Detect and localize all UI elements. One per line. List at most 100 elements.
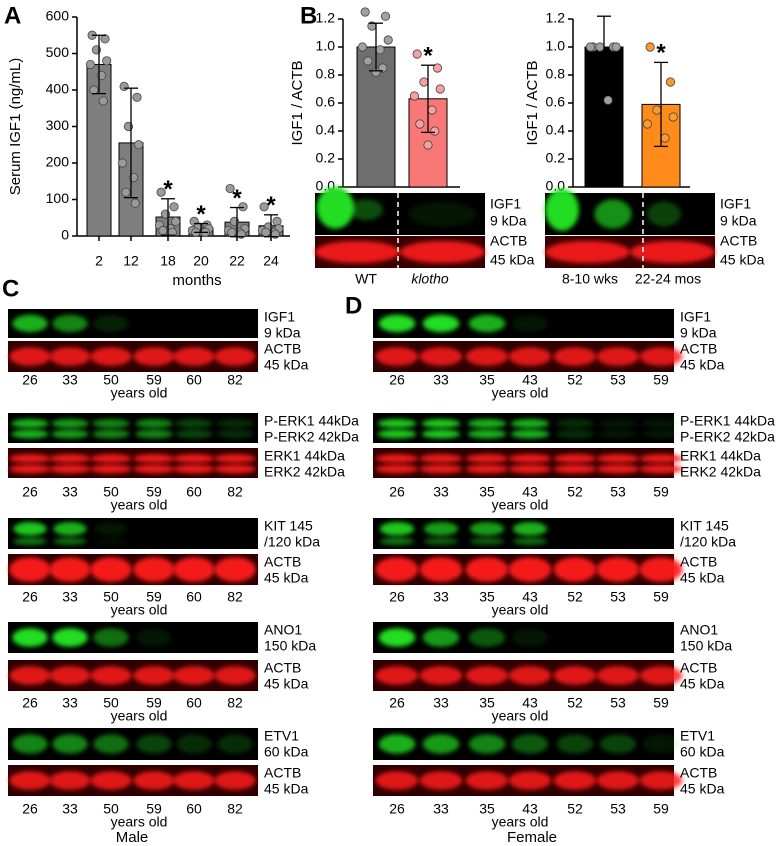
lane-label: 26: [389, 589, 405, 605]
blot-band: [419, 557, 463, 582]
lane-caption: years old: [111, 708, 168, 724]
blot-band: [214, 347, 256, 366]
data-point: [169, 202, 179, 212]
data-point: [430, 126, 440, 136]
blot-band: [555, 419, 595, 428]
y-tick-label: 0.4: [316, 122, 336, 138]
lane-label: 59: [146, 695, 162, 711]
y-tick-label: 0.6: [546, 94, 566, 110]
band-label: ETV1: [264, 728, 299, 744]
blot-band: [467, 429, 507, 439]
blot-band: [596, 454, 640, 463]
data-point: [261, 227, 271, 237]
blot-band: [9, 666, 51, 685]
blot-band: [400, 240, 485, 264]
blot-band: [49, 454, 91, 463]
blot: [8, 518, 258, 549]
blot-band: [53, 537, 87, 545]
blot-band: [510, 429, 550, 439]
blot: [8, 622, 258, 653]
y-axis-label: IGF1 / ACTB: [289, 60, 306, 145]
blot-band: [596, 464, 640, 474]
lane-label: 35: [479, 695, 495, 711]
blot-band: [175, 429, 213, 439]
blot-band: [90, 771, 132, 790]
blot-band: [419, 464, 463, 474]
lane-label: 60: [186, 695, 202, 711]
band-label: 9 kDa: [490, 213, 527, 229]
data-point: [380, 11, 391, 21]
blot-band: [133, 666, 175, 685]
lane-label: 33: [433, 484, 449, 500]
lane-label: 33: [433, 801, 449, 817]
blot-band: [508, 557, 552, 582]
blot-band: [136, 734, 172, 754]
blot-band: [639, 666, 683, 685]
data-point: [132, 92, 142, 102]
x-tick-label: 8-10 wks: [562, 271, 618, 287]
blot-band: [511, 628, 549, 647]
x-tick-label: 24: [263, 253, 279, 269]
blot-band: [596, 666, 640, 685]
band-label: ANO1: [264, 622, 302, 638]
blot-band: [468, 314, 506, 333]
lane-label: 26: [22, 372, 38, 388]
band-label: 150 kDa: [264, 638, 316, 654]
y-tick-label: 1.2: [316, 10, 336, 26]
lane-label: 59: [146, 589, 162, 605]
lane-label: 53: [610, 801, 626, 817]
lane-label: 50: [103, 801, 119, 817]
data-point: [100, 34, 110, 44]
lane-label: 50: [103, 695, 119, 711]
band-label: ERK1 44kDa: [680, 448, 761, 464]
significance-mark: *: [423, 43, 433, 70]
blot-band: [465, 454, 509, 463]
blot-band: [598, 419, 638, 428]
y-tick-label: 0.4: [546, 122, 566, 138]
blot-band: [375, 771, 419, 790]
lane-label: 33: [433, 589, 449, 605]
lane-label: 26: [389, 372, 405, 388]
band-label: 9 kDa: [680, 325, 717, 341]
band-label: ACTB: [490, 233, 527, 249]
band-label: 45 kDa: [680, 570, 725, 586]
lane-label: 60: [186, 372, 202, 388]
lane-label: 33: [433, 372, 449, 388]
band-label: 9 kDa: [264, 325, 301, 341]
blot-band: [375, 454, 419, 463]
band-label: IGF1: [264, 309, 295, 325]
data-point: [238, 202, 248, 212]
blot: [8, 413, 258, 443]
data-point: [660, 133, 670, 143]
data-point: [121, 187, 131, 197]
blot-band: [52, 628, 88, 647]
lane-label: 52: [567, 695, 583, 711]
band-label: ACTB: [680, 660, 717, 676]
lane-caption: years old: [492, 814, 549, 830]
band-label: 45 kDa: [264, 570, 309, 586]
blot-band: [217, 734, 253, 754]
blot-band: [92, 429, 130, 439]
blot-band: [647, 201, 681, 227]
band-label: 45 kDa: [490, 252, 535, 268]
blot-band: [421, 429, 461, 439]
blot-band: [421, 419, 461, 428]
blot-band: [12, 628, 48, 647]
data-point: [383, 35, 393, 45]
blot-band: [641, 419, 681, 428]
band-label: 45 kDa: [264, 357, 309, 373]
blot-band: [469, 522, 505, 536]
lane-label: 53: [610, 484, 626, 500]
blot-band: [315, 240, 400, 264]
blot-band: [316, 186, 355, 229]
data-point: [225, 183, 235, 194]
lane-label: 82: [227, 695, 243, 711]
lane-label: 43: [522, 484, 538, 500]
blot: [373, 413, 674, 443]
blot-band: [133, 464, 175, 474]
blot-band: [553, 557, 597, 582]
band-label: ACTB: [680, 341, 717, 357]
data-point: [652, 105, 662, 115]
band-label: 45 kDa: [680, 357, 725, 373]
